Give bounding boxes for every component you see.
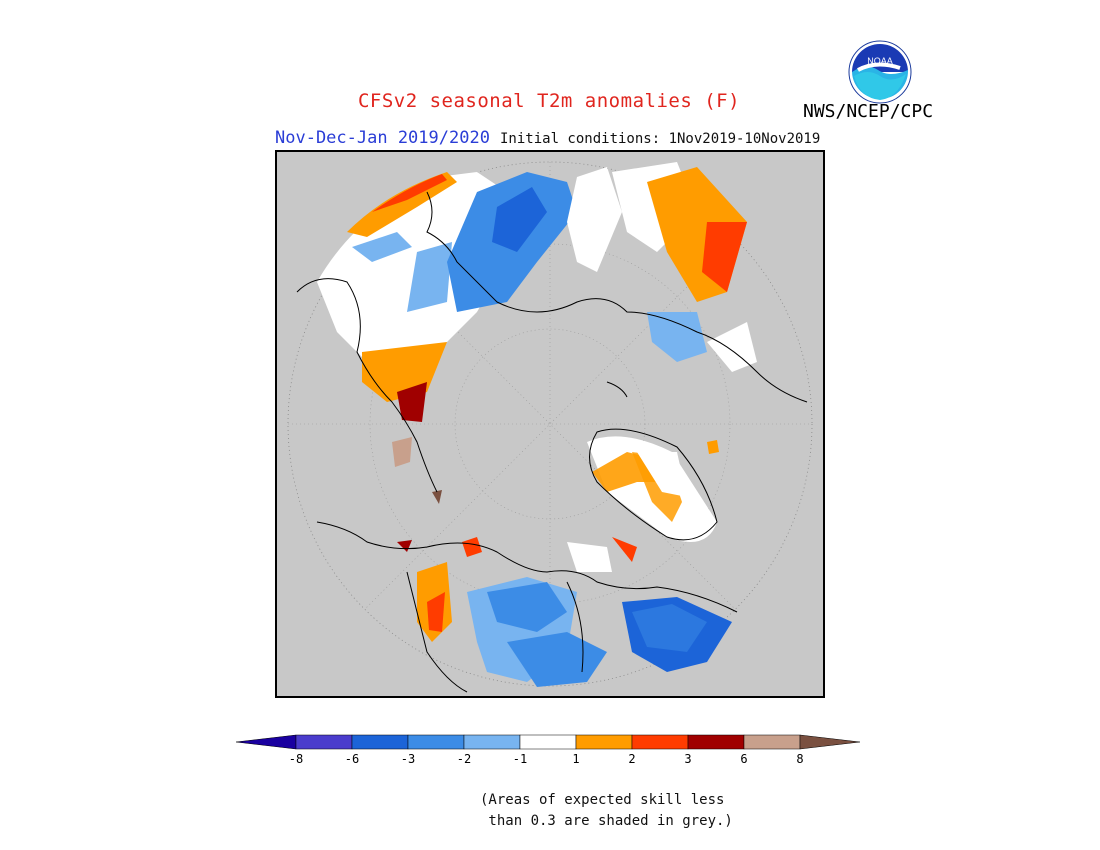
svg-text:-1: -1 (513, 752, 527, 766)
skill-note: (Areas of expected skill less than 0.3 a… (480, 792, 733, 829)
latitude-circle-outer (287, 161, 813, 687)
organization-label: NWS/NCEP/CPC (803, 101, 934, 122)
polar-map-svg (287, 161, 813, 693)
latitude-circle-middle (369, 243, 731, 605)
svg-text:6: 6 (740, 752, 747, 766)
legend-tick-labels: -8 -6 -3 -2 -1 1 2 3 6 8 (289, 752, 804, 766)
season-label: Nov-Dec-Jan 2019/2020 (275, 128, 490, 148)
svg-text:-8: -8 (289, 752, 303, 766)
legend-swatch (743, 734, 801, 750)
noaa-logo: NOAA (848, 40, 912, 104)
logo-text: NOAA (867, 56, 893, 66)
svg-text:3: 3 (684, 752, 691, 766)
svg-text:-3: -3 (401, 752, 415, 766)
svg-text:2: 2 (628, 752, 635, 766)
legend-swatch (687, 734, 745, 750)
map-title: CFSv2 seasonal T2m anomalies (F) (357, 90, 741, 112)
legend-swatch (631, 734, 689, 750)
coastlines (296, 191, 808, 693)
legend-swatch (463, 734, 521, 750)
initial-conditions-label: Initial conditions: 1Nov2019-10Nov2019 (500, 131, 821, 147)
legend-colorbar: -8 -6 -3 -2 -1 1 2 3 6 8 (236, 734, 861, 766)
svg-text:1: 1 (572, 752, 579, 766)
legend-swatch (575, 734, 633, 750)
legend-swatch (351, 734, 409, 750)
legend-swatch-above (799, 734, 861, 750)
legend-swatch-below (236, 734, 297, 750)
svg-text:-2: -2 (457, 752, 471, 766)
svg-text:-6: -6 (345, 752, 359, 766)
anomaly-regions (317, 162, 757, 687)
legend-swatch (295, 734, 353, 750)
legend-swatch (519, 734, 577, 750)
legend-swatch (407, 734, 465, 750)
svg-text:8: 8 (796, 752, 803, 766)
polar-map (275, 150, 825, 698)
